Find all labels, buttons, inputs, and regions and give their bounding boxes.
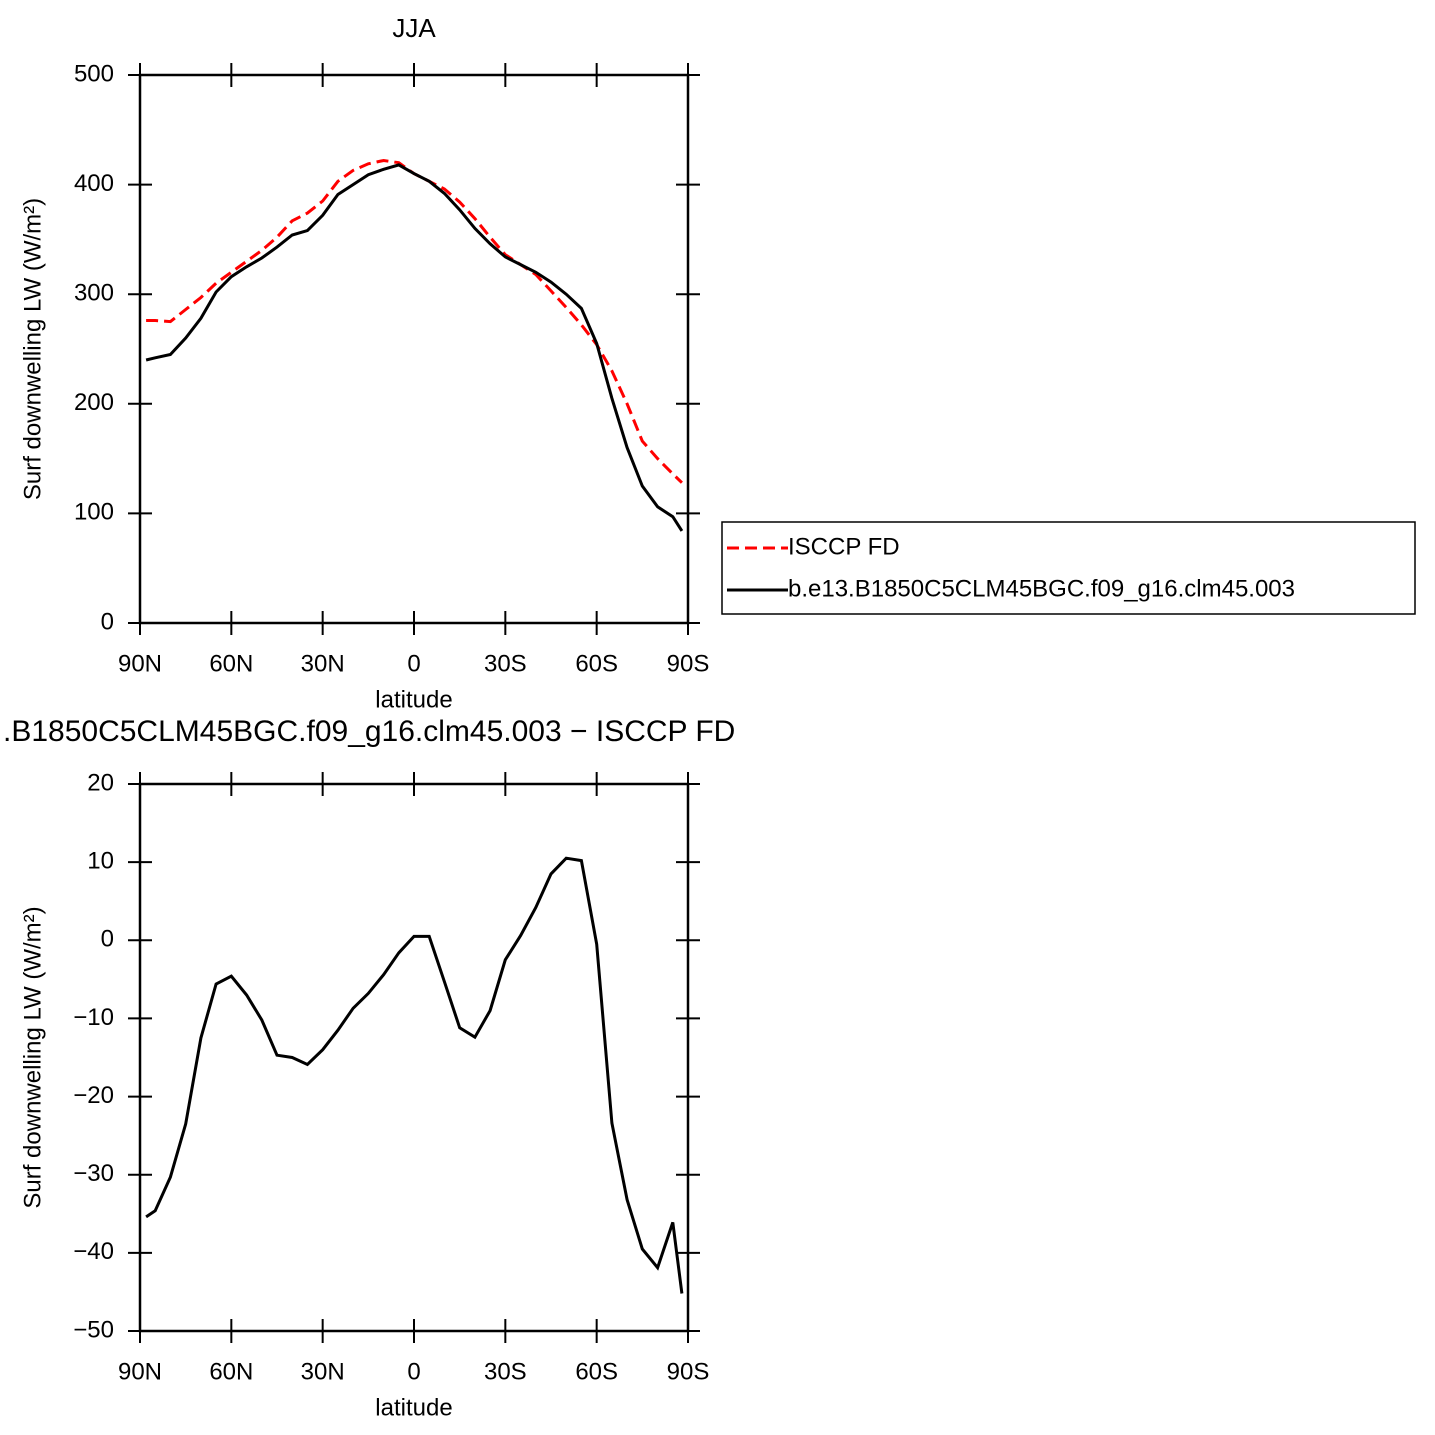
x-tick-label: 60S xyxy=(575,650,618,677)
x-tick-label: 60N xyxy=(209,650,253,677)
y-tick-label: −20 xyxy=(73,1082,114,1109)
data-line xyxy=(145,856,684,1294)
y-tick-label: −40 xyxy=(73,1238,114,1265)
x-tick-label: 90S xyxy=(667,650,710,677)
chart-title: JJA xyxy=(392,13,436,43)
x-tick-label: 60S xyxy=(575,1358,618,1385)
x-tick-label: 0 xyxy=(407,1358,420,1385)
chart-title: .B1850C5CLM45BGC.f09_g16.clm45.003 − ISC… xyxy=(3,715,735,748)
x-tick-label: 90S xyxy=(667,1358,710,1385)
y-axis-label: Surf downwelling LW (W/m²) xyxy=(19,906,46,1208)
x-tick-label: 0 xyxy=(407,650,420,677)
y-tick-label: −50 xyxy=(73,1316,114,1343)
x-tick-label: 30S xyxy=(484,650,527,677)
x-tick-label: 90N xyxy=(118,650,162,677)
x-tick-label: 60N xyxy=(209,1358,253,1385)
y-tick-label: 10 xyxy=(87,847,114,874)
y-tick-label: 0 xyxy=(101,608,114,635)
data-line xyxy=(146,158,683,484)
y-tick-label: 100 xyxy=(74,499,114,526)
legend-label: b.e13.B1850C5CLM45BGC.f09_g16.clm45.003 xyxy=(788,575,1295,602)
x-tick-label: 30N xyxy=(301,1358,345,1385)
y-tick-label: 400 xyxy=(74,170,114,197)
y-axis-label: Surf downwelling LW (W/m²) xyxy=(19,198,46,500)
legend-label: ISCCP FD xyxy=(788,533,900,560)
legend-box xyxy=(721,521,1416,615)
y-tick-label: 20 xyxy=(87,769,114,796)
y-tick-label: 0 xyxy=(101,926,114,953)
data-line xyxy=(145,163,684,532)
x-tick-label: 30N xyxy=(301,650,345,677)
y-tick-label: −30 xyxy=(73,1160,114,1187)
y-tick-label: 500 xyxy=(74,60,114,87)
x-axis-label: latitude xyxy=(375,686,452,713)
y-tick-label: −10 xyxy=(73,1004,114,1031)
x-tick-label: 90N xyxy=(118,1358,162,1385)
plot-frame xyxy=(138,73,690,625)
y-tick-label: 300 xyxy=(74,280,114,307)
x-tick-label: 30S xyxy=(484,1358,527,1385)
y-tick-label: 200 xyxy=(74,389,114,416)
x-axis-label: latitude xyxy=(375,1394,452,1421)
